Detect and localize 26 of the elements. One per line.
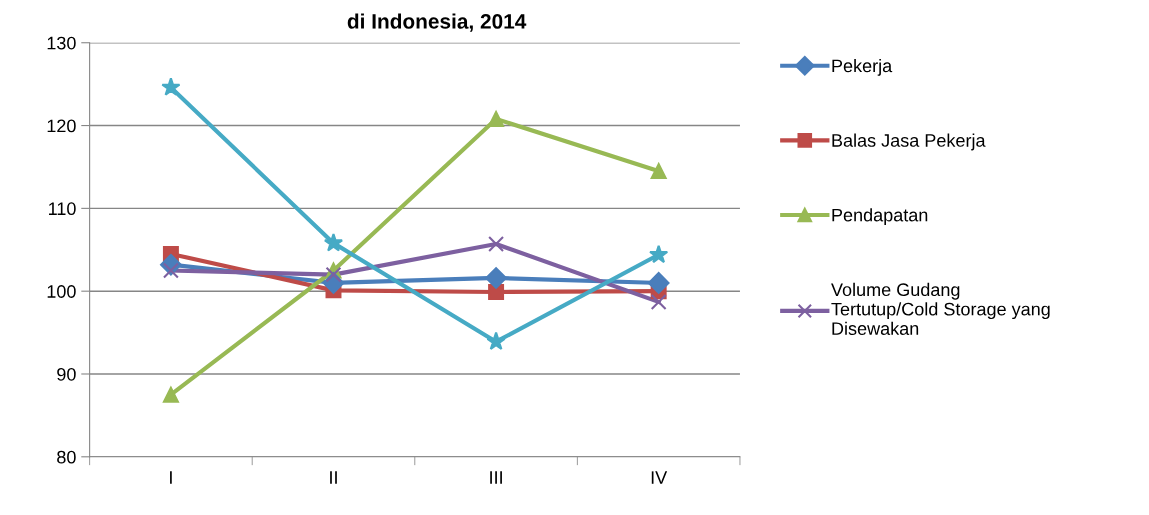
y-tick-label: 80 (57, 450, 76, 464)
point (650, 293, 667, 310)
x-tick-label: IV (651, 471, 668, 484)
legend-label: Pendapatan (832, 208, 928, 226)
legend-label: Balas Jasa Pekerja (832, 133, 986, 151)
point (485, 267, 507, 289)
point (650, 163, 667, 180)
point (323, 233, 344, 252)
x-tick-label: I (170, 471, 172, 484)
point (488, 235, 505, 252)
point (488, 110, 505, 127)
x-tick-label: III (490, 471, 502, 484)
point (162, 386, 179, 403)
point (649, 244, 669, 264)
point (647, 272, 670, 294)
x-tick-label: II (330, 471, 337, 484)
chart-title: di Indonesia, 2014 (347, 13, 527, 32)
y-tick-label: 100 (47, 285, 76, 298)
y-tick-label: 120 (47, 119, 76, 133)
legend-label: Pekerja (832, 59, 893, 76)
point (161, 77, 181, 96)
legend-label: Volume Gudang Tertutup/Cold Storage yang Disewakan (831, 282, 1050, 335)
y-tick-label: 110 (49, 202, 76, 216)
y-tick-label: 130 (47, 36, 76, 50)
y-tick-label: 90 (57, 367, 76, 381)
point (486, 331, 506, 351)
